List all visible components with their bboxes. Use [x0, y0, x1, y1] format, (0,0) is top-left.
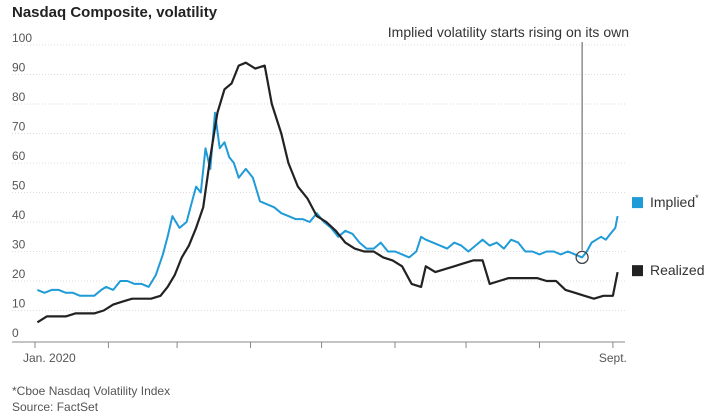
annotation-text: Implied volatility starts rising on its … [388, 24, 629, 40]
y-tick-label-90: 90 [12, 61, 26, 75]
y-tick-label-80: 80 [12, 90, 26, 104]
legend-swatch-implied [632, 197, 643, 209]
y-tick-label-0: 0 [12, 326, 19, 340]
series-line-realized [36, 61, 619, 324]
chart-title: Nasdaq Composite, volatility [12, 4, 218, 21]
y-tick-label-30: 30 [12, 238, 26, 252]
legend-swatch-realized [632, 265, 643, 277]
y-tick-label-20: 20 [12, 267, 26, 281]
legend-footnote-marker: * [695, 193, 699, 203]
legend-label-implied: Implied* [650, 193, 699, 210]
series-line-implied [37, 111, 619, 297]
y-tick-label-50: 50 [12, 179, 26, 193]
annotation-marker [575, 250, 589, 265]
series-lines [36, 61, 619, 324]
x-tick-label-8: Sept. [599, 351, 627, 365]
gridlines [12, 44, 625, 311]
footnotes: *Cboe Nasdaq Volatility Index Source: Fac… [12, 384, 170, 414]
x-axis-ticks: Jan. 2020 Sept. [12, 341, 627, 365]
y-tick-label-100: 100 [12, 31, 32, 45]
y-tick-label-10: 10 [12, 297, 26, 311]
y-tick-label-60: 60 [12, 149, 26, 163]
y-axis-ticks: 0 10 20 30 40 50 60 70 80 90 100 [12, 31, 32, 340]
x-tick-label-0: Jan. 2020 [23, 351, 76, 365]
footnote-1: Source: FactSet [12, 400, 99, 414]
y-tick-label-70: 70 [12, 120, 26, 134]
legend: Implied* Realized [632, 193, 704, 278]
y-tick-label-40: 40 [12, 208, 26, 222]
footnote-0: *Cboe Nasdaq Volatility Index [12, 384, 170, 398]
annotation: Implied volatility starts rising on its … [388, 24, 629, 265]
legend-label-realized: Realized [650, 262, 704, 278]
